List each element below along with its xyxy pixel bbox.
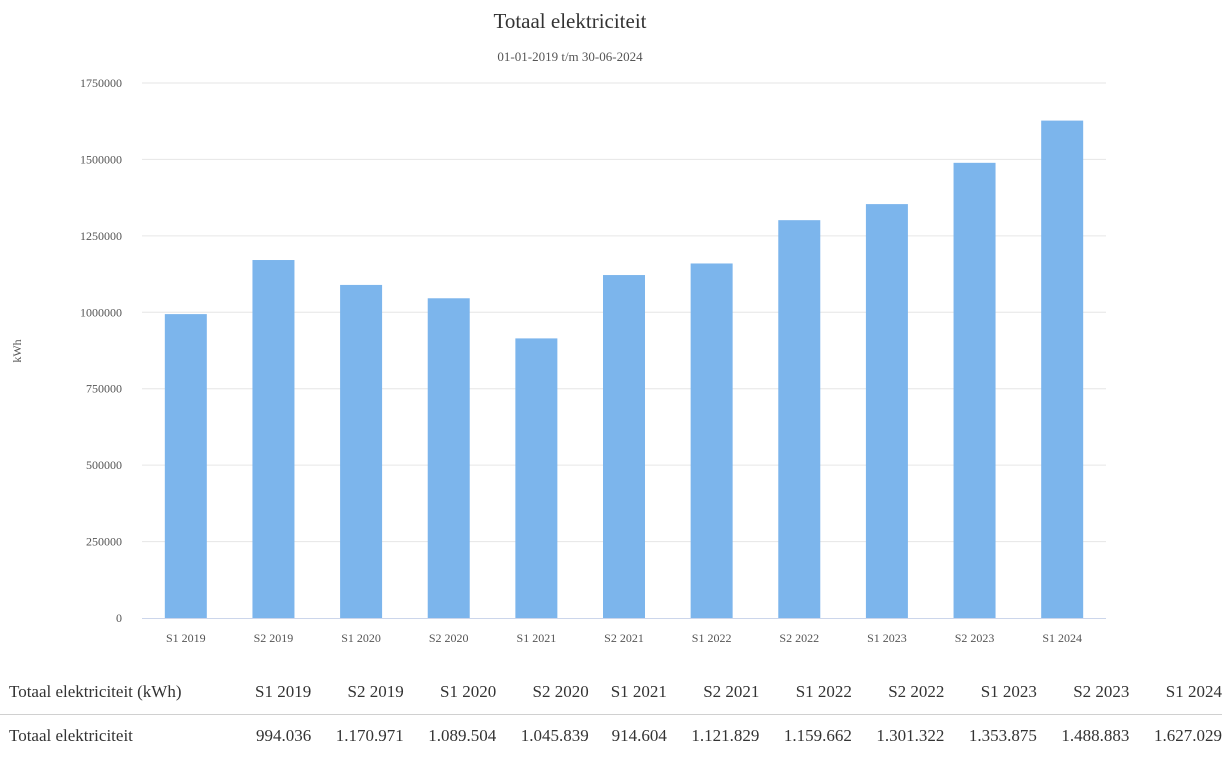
bar[interactable] [340,284,383,618]
y-tick-label: 1250000 [80,229,122,243]
bar[interactable] [778,220,821,618]
x-tick-label: S2 2023 [955,631,995,645]
x-tick-label: S2 2020 [429,631,469,645]
x-tick-label: S1 2021 [517,631,557,645]
bar[interactable] [603,275,645,618]
table-header-cell: S1 2020 [403,668,497,715]
data-table: Totaal elektriciteit (kWh) S1 2019 S2 201… [0,668,1222,747]
table-cell: 1.627.029 [1154,726,1222,745]
table-header-cell: S2 2020 [496,668,589,715]
table-cell: 1.045.839 [520,726,589,745]
bar[interactable] [865,204,908,618]
y-tick-label: 1750000 [80,76,122,90]
table-header-first: Totaal elektriciteit (kWh) [0,668,234,715]
x-tick-label: S1 2023 [867,631,907,645]
x-tick-label: S1 2022 [692,631,732,645]
table-header-cell: S2 2019 [311,668,404,715]
x-tick-label: S1 2024 [1042,631,1082,645]
chart-subtitle: 01-01-2019 t/m 30-06-2024 [497,49,643,64]
table-cell: 1.121.829 [691,726,760,745]
x-tick-label: S1 2020 [341,631,381,645]
y-tick-label: 750000 [86,382,122,396]
chart-container: Totaal elektriciteit 01-01-2019 t/m 30-0… [10,9,1106,645]
bar[interactable] [690,263,733,618]
chart-svg: Totaal elektriciteit 01-01-2019 t/m 30-0… [10,9,1106,645]
bar[interactable] [252,260,295,618]
table-header-cell: S2 2023 [1036,668,1130,715]
table-cell: 1.159.662 [783,726,852,745]
y-tick-label: 500000 [86,458,122,472]
x-tick-label: S1 2019 [166,631,206,645]
y-axis-ticks: 0 250000 500000 750000 1000000 1250000 1500000… [80,76,122,625]
bar[interactable] [1041,120,1084,618]
bar[interactable] [953,162,996,618]
x-axis-ticks: S1 2019 S2 2019 S1 2020 S2 2020 S1 2021 S2 20… [166,631,1082,645]
bar[interactable] [427,298,470,618]
bar[interactable] [164,314,207,618]
table-cell: 1.353.875 [968,726,1037,745]
table-cell: 1.301.322 [876,726,945,745]
table-header-cell: S1 2019 [233,668,312,715]
x-tick-label: S2 2022 [779,631,819,645]
y-axis-title: kWh [10,339,24,362]
table-header-cell: S1 2023 [944,668,1037,715]
table-cell: 1.089.504 [428,726,497,745]
table-cell: 994.036 [256,726,312,745]
y-tick-label: 0 [116,611,122,625]
table-cell: 1.170.971 [335,726,404,745]
x-tick-label: S2 2019 [254,631,294,645]
table-cell: 1.488.883 [1061,726,1130,745]
bars [164,120,1084,618]
table-header-cell: S2 2021 [666,668,760,715]
y-tick-label: 1000000 [80,305,122,319]
table-header-cell: S1 2024 [1129,668,1222,715]
table-header-row: Totaal elektriciteit (kWh) S1 2019 S2 201… [0,668,1222,715]
table-cell: 914.604 [611,726,667,745]
y-tick-label: 250000 [86,535,122,549]
table-header-cell: S2 2022 [851,668,945,715]
table-header-cell: S1 2021 [588,668,667,715]
table-row-label: Totaal elektriciteit [9,726,133,745]
table-row: Totaal elektriciteit 994.036 1.170.971 1.0… [0,715,1222,748]
x-tick-label: S2 2021 [604,631,644,645]
y-tick-label: 1500000 [80,152,122,166]
table-header-cell: S1 2022 [759,668,852,715]
bar[interactable] [515,338,558,618]
chart-title: Totaal elektriciteit [493,9,646,33]
